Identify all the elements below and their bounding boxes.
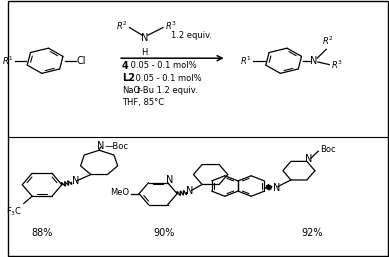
Text: NaO: NaO (122, 86, 140, 95)
Text: 90%: 90% (153, 228, 175, 238)
Text: N: N (96, 141, 104, 151)
Text: 0.05 - 0.1 mol%: 0.05 - 0.1 mol% (128, 61, 197, 70)
Text: N: N (72, 176, 79, 186)
Text: -Bu 1.2 equiv.: -Bu 1.2 equiv. (140, 86, 198, 95)
Text: N: N (166, 175, 173, 185)
Text: 0.05 - 0.1 mol%: 0.05 - 0.1 mol% (133, 74, 201, 83)
Text: Cl: Cl (77, 56, 86, 66)
Text: N: N (305, 154, 312, 164)
Text: $R^2$: $R^2$ (116, 20, 128, 32)
Text: Boc: Boc (320, 145, 336, 154)
Text: $R^2$: $R^2$ (322, 34, 333, 47)
Text: F$_3$C: F$_3$C (6, 206, 23, 218)
Text: $R^3$: $R^3$ (165, 20, 177, 32)
Text: $R^1$: $R^1$ (240, 54, 252, 67)
Text: 1.2 equiv.: 1.2 equiv. (172, 31, 212, 40)
Text: —Boc: —Boc (105, 142, 129, 151)
Text: 88%: 88% (32, 228, 53, 238)
Text: N: N (273, 183, 280, 193)
Text: $R^1$: $R^1$ (2, 54, 14, 67)
Text: $R^3$: $R^3$ (331, 58, 343, 71)
Text: 92%: 92% (301, 228, 323, 238)
Text: MeO: MeO (110, 188, 130, 197)
Text: L2: L2 (122, 73, 135, 83)
Text: N: N (141, 33, 149, 43)
Text: H: H (142, 49, 148, 58)
Text: t: t (137, 86, 140, 95)
Text: 4: 4 (122, 61, 129, 71)
Text: N: N (186, 186, 194, 196)
Text: THF, 85°C: THF, 85°C (122, 98, 164, 107)
Text: N: N (310, 56, 318, 66)
